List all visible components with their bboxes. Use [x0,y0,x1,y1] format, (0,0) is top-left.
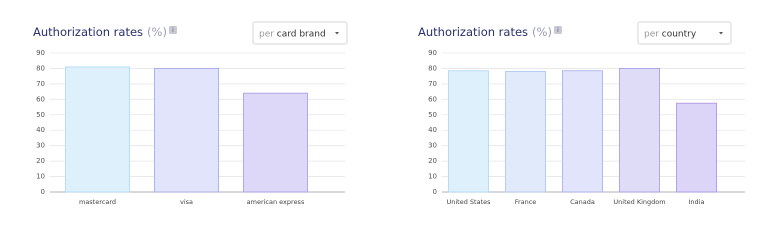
dropdown-box [252,21,348,45]
chart: Authorization rates (%) i per card brand 0 10 2… [33,21,348,206]
bar [448,70,489,193]
bar [676,102,717,193]
y-tick-label: 50 [428,111,437,119]
dropdown-caret [719,32,723,35]
y-tick-label: 40 [36,126,45,134]
y-tick-label: 80 [428,64,437,72]
dropdown-prefix: per [644,29,659,39]
info-icon-glyph: i [172,27,174,34]
dropdown-label: per country [644,29,697,39]
bar [562,70,603,193]
bar [243,92,308,193]
y-tick-label: 60 [428,95,437,103]
bar [619,68,660,193]
x-tick-label: United Kingdom [613,198,665,206]
y-tick-label: 0 [433,188,437,196]
dropdown-value: card brand [277,29,326,39]
y-tick-label: 90 [36,49,45,57]
dropdown[interactable]: per country [637,21,732,45]
x-tick-label: visa [180,198,193,206]
chart-title: Authorization rates (%) [33,25,167,39]
y-tick-label: 40 [428,126,437,134]
bar [65,66,130,193]
chart-title: Authorization rates (%) [418,25,552,39]
y-tick-label: 60 [36,95,45,103]
title-unit: (%) [147,25,167,39]
title-text: Authorization rates [33,25,143,39]
dropdown-prefix: per [259,29,274,39]
info-icon [168,26,177,34]
y-tick-label: 30 [428,142,437,150]
bar [154,68,219,193]
dropdown-box [637,21,732,45]
y-tick-label: 70 [428,80,437,88]
y-tick-label: 10 [36,173,45,181]
x-tick-label: France [515,198,537,206]
chart: Authorization rates (%) i per country 0 10 20 30… [418,21,745,206]
y-tick-label: 50 [36,111,45,119]
y-tick-label: 10 [428,173,437,181]
y-tick-label: 0 [41,188,45,196]
dropdown-label: per card brand [259,29,326,39]
title-unit: (%) [532,25,552,39]
y-tick-label: 30 [36,142,45,150]
dropdown-value: country [662,29,697,39]
bar [505,71,546,193]
x-tick-label: Canada [570,198,595,206]
y-tick-label: 80 [36,64,45,72]
x-tick-label: mastercard [79,198,116,206]
dashboard: Authorization rates (%) i per card brand0102… [33,21,745,206]
x-tick-label: India [689,198,705,206]
y-tick-label: 20 [428,157,437,165]
dropdown[interactable]: per card brand [252,21,348,45]
y-tick-label: 90 [428,49,437,57]
dropdown-caret [335,32,339,35]
info-icon-glyph: i [557,27,559,34]
x-tick-label: United States [446,198,491,206]
x-tick-label: american express [247,198,305,206]
info-icon [553,26,562,34]
title-text: Authorization rates [418,25,528,39]
y-tick-label: 70 [36,80,45,88]
y-tick-label: 20 [36,157,45,165]
